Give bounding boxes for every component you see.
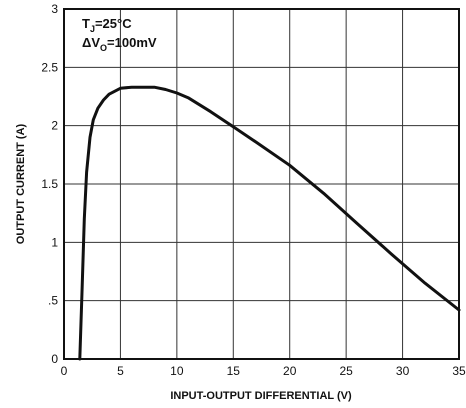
y-axis-title: OUTPUT CURRENT (A) [15, 123, 27, 244]
x-tick-label: 25 [339, 364, 353, 378]
x-tick-label: 15 [227, 364, 241, 378]
tick-labels: 0 5 10 15 20 25 30 35 0 .5 1 1.5 2 2.5 3 [41, 2, 466, 378]
annotation-delta-vo-subscript: O [100, 43, 107, 53]
annotation-delta-vo: ΔVO=100mV [82, 35, 157, 53]
y-tick-label: 3 [51, 2, 58, 16]
plot-frame [63, 8, 460, 360]
grid [64, 9, 459, 359]
annotation-delta-vo-value: =100mV [107, 35, 157, 50]
x-tick-label: 30 [396, 364, 410, 378]
y-tick-label: .5 [48, 294, 58, 308]
annotation-temperature-symbol: T [82, 16, 90, 31]
y-tick-label: 2.5 [41, 60, 58, 74]
output-current-curve [78, 85, 461, 361]
y-tick-label: 1 [51, 235, 58, 249]
x-tick-label: 10 [170, 364, 184, 378]
annotation-box: TJ=25°C ΔVO=100mV [82, 16, 157, 53]
x-axis-title: INPUT-OUTPUT DIFFERENTIAL (V) [170, 390, 352, 402]
annotation-temperature-subscript: J [90, 24, 95, 34]
annotation-delta-vo-symbol: ΔV [82, 35, 100, 50]
y-tick-label: 1.5 [41, 177, 58, 191]
y-tick-label: 2 [51, 119, 58, 133]
annotation-temperature-value: =25°C [95, 16, 132, 31]
x-tick-label: 20 [283, 364, 297, 378]
annotation-temperature: TJ=25°C [82, 16, 132, 34]
y-tick-label: 0 [51, 352, 58, 366]
x-tick-label: 35 [452, 364, 466, 378]
x-tick-label: 0 [61, 364, 68, 378]
x-tick-label: 5 [117, 364, 124, 378]
